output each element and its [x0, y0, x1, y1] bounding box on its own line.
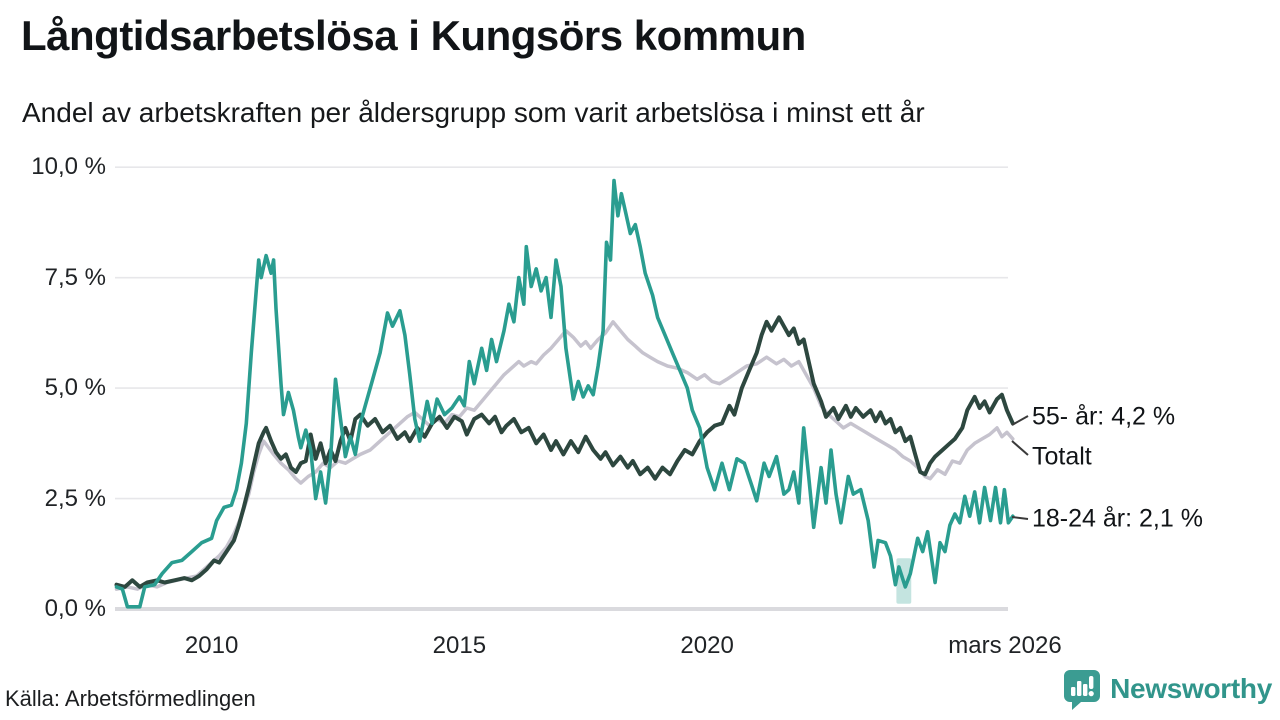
x-tick-label: 2015 — [432, 632, 487, 659]
y-tick-label: 0,0 % — [44, 595, 106, 622]
series-line-18-24-r — [114, 178, 1015, 609]
x-tick-label: 2010 — [184, 632, 239, 659]
newsworthy-logo: Newsworthy — [1062, 668, 1272, 710]
series-line-55-r — [114, 315, 1015, 589]
newsworthy-bubble-chart-icon — [1064, 670, 1101, 710]
end-label-totalt: Totalt — [1032, 442, 1092, 471]
y-tick-label: 7,5 % — [44, 263, 106, 291]
end-label-connector — [1011, 440, 1029, 456]
y-tick-label: 10,0 % — [31, 153, 106, 181]
series-line-totalt — [114, 320, 1015, 591]
source-note: Källa: Arbetsförmedlingen — [5, 686, 256, 711]
end-label-18-24-r: 18-24 år: 2,1 % — [1032, 504, 1203, 533]
end-label-connector — [1011, 516, 1029, 520]
x-tick-label: 2020 — [680, 632, 734, 659]
end-label-connector — [1011, 415, 1029, 426]
y-tick-label: 5,0 % — [44, 374, 106, 402]
y-tick-label: 2,5 % — [44, 484, 106, 512]
newsworthy-wordmark: Newsworthy — [1110, 673, 1272, 704]
chart-subtitle: Andel av arbetskraften per åldersgrupp s… — [22, 97, 925, 128]
end-label-55-r: 55- år: 4,2 % — [1032, 402, 1176, 431]
x-tick-label: mars 2026 — [948, 632, 1062, 659]
page-title: Långtidsarbetslösa i Kungsörs kommun — [21, 12, 806, 59]
